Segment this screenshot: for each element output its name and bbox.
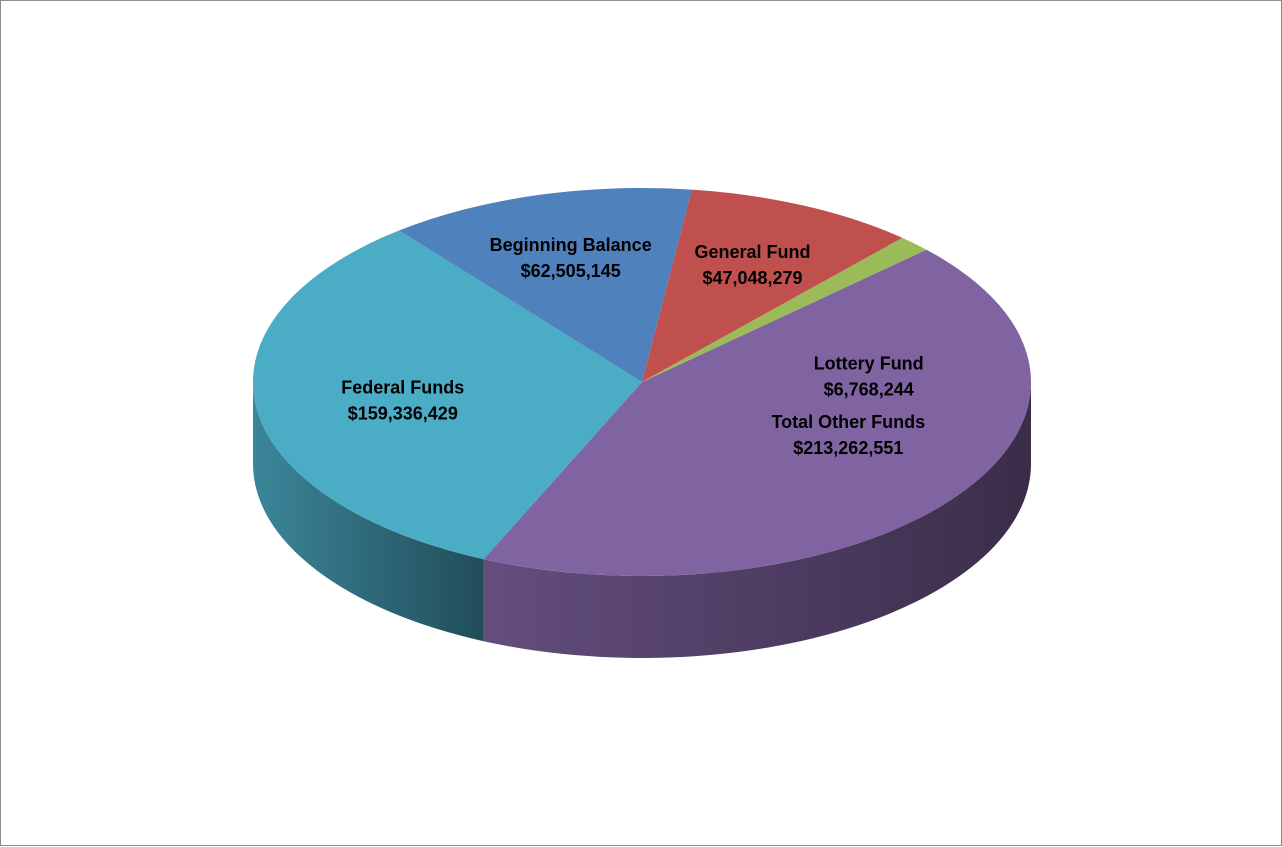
pie-slice-total-other-funds	[483, 249, 1031, 576]
label-lottery-fund-name: Lottery Fund	[814, 354, 924, 374]
pie-slice-lottery-fund	[642, 237, 927, 382]
pie-tops	[253, 188, 1031, 576]
label-general-fund-name: General Fund	[695, 242, 811, 262]
label-general-fund-value: $47,048,279	[702, 268, 802, 288]
label-total-other-funds-name: Total Other Funds	[771, 412, 925, 432]
pie-slice-general-fund	[642, 189, 903, 382]
pie-side-federal-funds	[253, 382, 484, 642]
pie-labels: Total Other Funds $213,262,551 Federal Fun…	[341, 235, 925, 458]
pie-slice-federal-funds	[253, 230, 642, 560]
label-total-other-funds-value: $213,262,551	[793, 438, 903, 458]
label-beginning-balance-value: $62,505,145	[521, 261, 621, 281]
label-lottery-fund-value: $6,768,244	[824, 380, 914, 400]
pie-sides	[253, 382, 1031, 658]
label-federal-funds-value: $159,336,429	[348, 403, 458, 423]
pie-side-total-other-funds	[483, 382, 1031, 658]
pie-slice-beginning-balance	[399, 188, 692, 382]
label-federal-funds-name: Federal Funds	[341, 377, 464, 397]
label-beginning-balance-name: Beginning Balance	[490, 235, 652, 255]
